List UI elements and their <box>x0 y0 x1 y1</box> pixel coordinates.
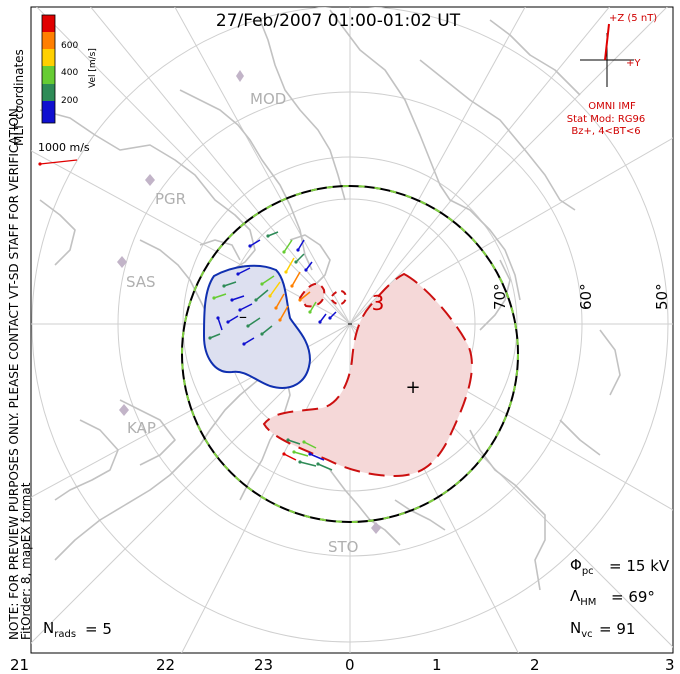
plot-frame <box>30 6 674 654</box>
imf-condition: Bz+, 4<BT<6 <box>571 126 640 137</box>
vector-point <box>298 460 302 464</box>
potential-max-marker: + <box>405 377 420 398</box>
vector-point <box>284 270 288 274</box>
vector-point <box>246 324 250 328</box>
vector-point <box>208 336 212 340</box>
heppner-maynard-boundary-dash <box>181 185 519 523</box>
fit-order-note: FitOrder: 8, mapEX format <box>19 482 33 640</box>
vector-point <box>328 316 332 320</box>
preview-note: NOTE: FOR PREVIEW PURPOSES ONLY. PLEASE … <box>7 104 21 640</box>
colorbar-segment <box>42 101 55 123</box>
vector-point <box>230 298 234 302</box>
station-markers <box>117 70 381 534</box>
vector-point <box>302 440 306 444</box>
imf-clock <box>580 23 634 87</box>
vector-point <box>236 272 240 276</box>
colorbar-segment <box>42 32 55 49</box>
vector-point <box>318 320 322 324</box>
vector-point <box>278 318 282 322</box>
cross-polar-potential-value: = 15 kV <box>609 557 670 575</box>
map-title: 27/Feb/2007 01:00-01:02 UT <box>216 11 461 31</box>
vector-point <box>212 296 216 300</box>
velocity-vectors-night <box>282 438 333 471</box>
mlt-label-23: 23 <box>254 656 273 674</box>
colorbar-tick-600: 600 <box>61 41 78 51</box>
latitude-label-50: 50° <box>653 283 671 310</box>
vector-point <box>242 342 246 346</box>
station-marker-sto <box>371 522 381 534</box>
positive-potential-island-1 <box>298 282 326 308</box>
stat-model: Stat Mod: RG96 <box>567 114 646 125</box>
vector-point <box>308 310 312 314</box>
station-label-pgr: PGR <box>155 190 186 208</box>
colorbar-segment <box>42 49 55 66</box>
vector-point <box>282 452 286 456</box>
mlt-label-3: 3 <box>665 656 675 674</box>
vector-point <box>238 308 242 312</box>
hmb-latitude-value: = 69° <box>611 588 655 606</box>
imf-vector <box>604 23 610 61</box>
colorbar-tick-400: 400 <box>61 68 78 78</box>
colorbar-label: Vel [m/s] <box>88 48 98 88</box>
station-label-kap: KAP <box>127 419 156 437</box>
vector-point <box>298 298 302 302</box>
vector-point <box>254 298 258 302</box>
contour-label: 3 <box>372 291 385 315</box>
vector-point <box>274 306 278 310</box>
mlt-label-22: 22 <box>156 656 175 674</box>
station-label-sas: SAS <box>126 273 156 291</box>
station-marker-sas <box>117 256 127 268</box>
vector-point <box>286 438 290 442</box>
vector-scale-bar <box>39 159 78 165</box>
vector-point <box>296 248 300 252</box>
potential-min-marker: – <box>239 307 247 326</box>
vector-scale-label: 1000 m/s <box>38 141 90 154</box>
latitude-label-60: 60° <box>577 283 595 310</box>
station-marker-mod <box>236 70 244 82</box>
positive-potential-cell <box>262 272 473 478</box>
vector-point <box>294 260 298 264</box>
vector-point <box>248 244 252 248</box>
colorbar-segment <box>42 84 55 101</box>
vector-scale-dot <box>38 162 42 166</box>
vector-point <box>292 450 296 454</box>
station-marker-kap <box>119 404 129 416</box>
vector-point <box>260 332 264 336</box>
latitude-label-70: 70° <box>491 283 509 310</box>
vector-point <box>266 234 270 238</box>
vector-point <box>316 462 320 466</box>
positive-potential-island-2 <box>331 290 348 306</box>
station-label-sto: STO <box>328 538 359 556</box>
mlt-label-1: 1 <box>432 656 442 674</box>
mlt-label-2: 2 <box>530 656 540 674</box>
station-marker-pgr <box>145 174 155 186</box>
vector-point <box>308 452 312 456</box>
colorbar-segment <box>42 15 55 32</box>
imf-z-label: +Z (5 nT) <box>609 13 657 24</box>
station-label-mod: MOD <box>250 90 286 108</box>
velocity-vectors-dusk <box>208 231 337 346</box>
colorbar-segment <box>42 66 55 84</box>
mlt-label-0: 0 <box>345 656 355 674</box>
vector-point <box>268 294 272 298</box>
vector-point <box>226 320 230 324</box>
vector-point <box>222 284 226 288</box>
vector-point <box>216 316 220 320</box>
vector-point <box>260 282 264 286</box>
colorbar-tick-200: 200 <box>61 96 78 106</box>
velocity-colorbar <box>41 14 56 124</box>
mlt-label-21: 21 <box>10 656 29 674</box>
vector-point <box>290 284 294 288</box>
radar-count-value: = 5 <box>85 620 112 638</box>
coordinate-system-label: MLT coordinates <box>12 49 26 146</box>
vector-point <box>304 268 308 272</box>
imf-y-label: +Y <box>626 58 641 69</box>
vector-count-value: = 91 <box>599 620 635 638</box>
vector-point <box>282 250 286 254</box>
imf-source: OMNI IMF <box>588 101 636 112</box>
